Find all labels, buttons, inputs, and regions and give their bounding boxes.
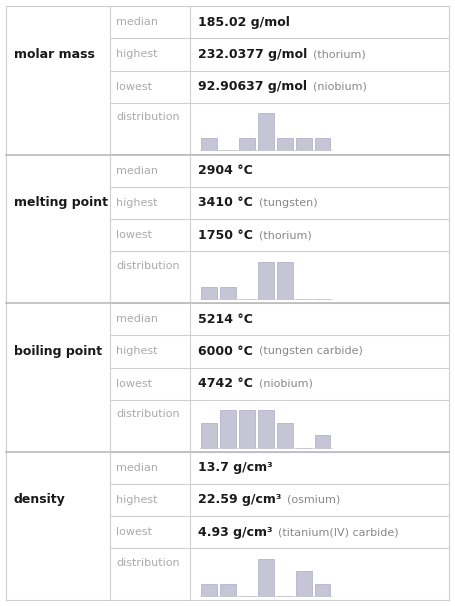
Bar [220, 410, 236, 447]
Bar [315, 138, 330, 150]
Text: 92.90637 g/mol: 92.90637 g/mol [198, 80, 307, 93]
Bar [296, 571, 312, 596]
Bar [258, 113, 274, 150]
Text: median: median [116, 165, 158, 176]
Text: 22.59 g/cm³: 22.59 g/cm³ [198, 493, 281, 507]
Text: 4742 °C: 4742 °C [198, 377, 253, 390]
Text: (titanium(IV) carbide): (titanium(IV) carbide) [278, 527, 399, 537]
Text: lowest: lowest [116, 527, 152, 537]
Text: (tungsten): (tungsten) [258, 198, 317, 208]
Text: molar mass: molar mass [14, 48, 95, 61]
Bar [202, 138, 217, 150]
Text: 2904 °C: 2904 °C [198, 164, 253, 177]
Text: (osmium): (osmium) [287, 495, 340, 505]
Text: lowest: lowest [116, 230, 152, 240]
Bar [315, 435, 330, 447]
Text: lowest: lowest [116, 82, 152, 92]
Bar [220, 584, 236, 596]
Bar [277, 423, 293, 447]
Text: distribution: distribution [116, 261, 180, 271]
Text: highest: highest [116, 50, 157, 59]
Text: 3410 °C: 3410 °C [198, 196, 253, 210]
Text: (niobium): (niobium) [259, 379, 313, 388]
Text: 5214 °C: 5214 °C [198, 313, 253, 325]
Bar [258, 410, 274, 447]
Text: distribution: distribution [116, 112, 180, 122]
Bar [202, 423, 217, 447]
Text: 185.02 g/mol: 185.02 g/mol [198, 16, 290, 28]
Bar [220, 287, 236, 299]
Bar [239, 138, 255, 150]
Text: 6000 °C: 6000 °C [198, 345, 253, 358]
Bar [202, 584, 217, 596]
Bar [239, 410, 255, 447]
Text: lowest: lowest [116, 379, 152, 388]
Text: median: median [116, 314, 158, 324]
Bar [277, 262, 293, 299]
Bar [258, 262, 274, 299]
Text: (thorium): (thorium) [259, 230, 312, 240]
Text: melting point: melting point [14, 196, 108, 210]
Bar [258, 559, 274, 596]
Text: (thorium): (thorium) [313, 50, 366, 59]
Bar [277, 138, 293, 150]
Text: 1750 °C: 1750 °C [198, 228, 253, 242]
Text: highest: highest [116, 495, 157, 505]
Text: median: median [116, 17, 158, 27]
Bar [315, 584, 330, 596]
Bar [202, 287, 217, 299]
Text: 232.0377 g/mol: 232.0377 g/mol [198, 48, 307, 61]
Text: density: density [14, 493, 66, 507]
Text: highest: highest [116, 347, 157, 356]
Text: distribution: distribution [116, 558, 180, 568]
Bar [296, 138, 312, 150]
Text: distribution: distribution [116, 409, 180, 419]
Text: boiling point: boiling point [14, 345, 102, 358]
Text: (niobium): (niobium) [313, 82, 367, 92]
Text: median: median [116, 462, 158, 473]
Text: 4.93 g/cm³: 4.93 g/cm³ [198, 526, 273, 539]
Text: highest: highest [116, 198, 157, 208]
Text: 13.7 g/cm³: 13.7 g/cm³ [198, 461, 273, 474]
Text: (tungsten carbide): (tungsten carbide) [258, 347, 363, 356]
